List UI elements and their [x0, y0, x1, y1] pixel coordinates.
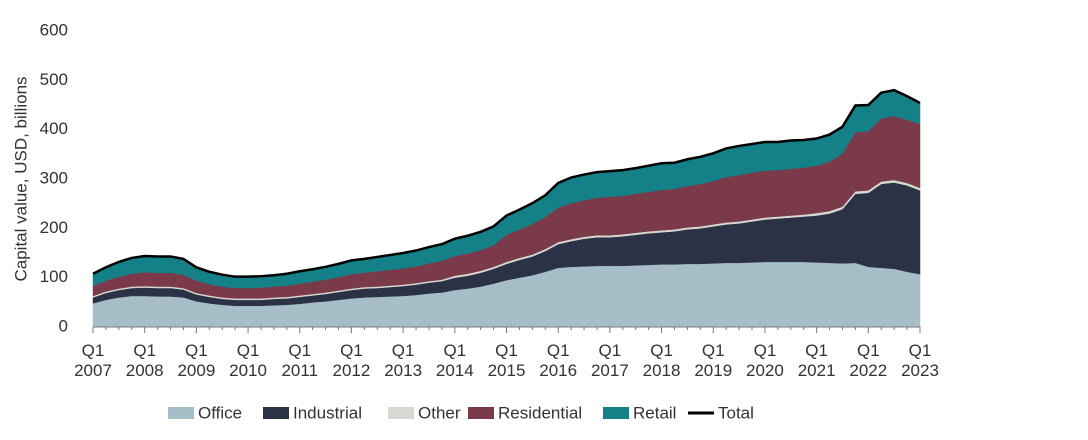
x-tick-label: Q1 2008 — [125, 341, 164, 380]
legend-label: Industrial — [293, 403, 362, 422]
x-tick-label: Q1 2017 — [590, 341, 629, 380]
legend-label: Retail — [633, 403, 676, 422]
x-tick-label: Q1 2011 — [281, 341, 319, 380]
x-tick-label: Q1 2009 — [177, 341, 216, 380]
x-tick-label: Q1 2013 — [384, 341, 423, 380]
y-tick-label: 100 — [40, 267, 68, 286]
x-tick-label: Q1 2016 — [539, 341, 578, 380]
x-tick-label: Q1 2015 — [487, 341, 526, 380]
legend-label: Other — [418, 403, 461, 422]
x-tick-label: Q1 2007 — [74, 341, 112, 380]
legend-label: Office — [198, 403, 242, 422]
x-tick-label: Q1 2014 — [435, 341, 474, 380]
legend-swatch — [263, 407, 289, 419]
y-tick-label: 0 — [59, 316, 68, 335]
y-tick-label: 200 — [40, 218, 68, 237]
legend-swatch — [468, 407, 494, 419]
total-line — [92, 88, 921, 278]
x-tick-label: Q1 2021 — [797, 341, 836, 380]
y-axis-label: Capital value, USD, billions — [11, 76, 30, 281]
legend-label: Residential — [498, 403, 582, 422]
x-tick-label: Q1 2018 — [642, 341, 681, 380]
x-tick-label: Q1 2022 — [849, 341, 888, 380]
legend-swatch — [168, 407, 194, 419]
x-tick-label: Q1 2019 — [694, 341, 733, 380]
legend-swatch — [388, 407, 414, 419]
y-tick-label: 500 — [40, 70, 68, 89]
x-tick-label: Q1 2020 — [746, 341, 784, 380]
legend-label: Total — [718, 403, 754, 422]
y-tick-label: 600 — [40, 20, 68, 39]
y-tick-label: 300 — [40, 168, 68, 187]
x-tick-label: Q1 2010 — [229, 341, 267, 380]
x-tick-label: Q1 2023 — [901, 341, 939, 380]
y-tick-label: 400 — [40, 119, 68, 138]
x-tick-label: Q1 2012 — [332, 341, 371, 380]
legend-swatch — [603, 407, 629, 419]
